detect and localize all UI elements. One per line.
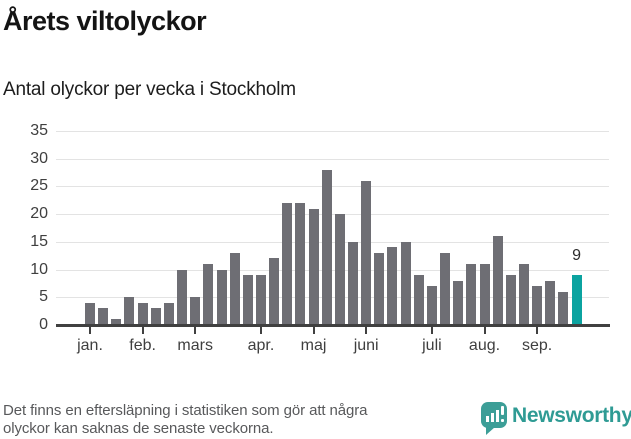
x-tick-aug (483, 327, 486, 334)
x-tick-jan (89, 327, 91, 334)
bar-week-27 (426, 286, 437, 325)
gridline-15 (56, 241, 609, 243)
bar-week-14 (255, 275, 266, 325)
bar-week-21 (348, 241, 358, 325)
x-tick-mars (194, 327, 197, 334)
gridline-30 (56, 158, 609, 160)
x-axis-label-jan: jan. (77, 337, 103, 354)
last-bar-value-label: 9 (572, 247, 581, 265)
y-axis-label-5: 5 (39, 288, 48, 306)
footnote-line-1: Det finns en eftersläpning i statistiken… (3, 402, 368, 419)
bar-week-13 (242, 275, 253, 325)
bar-week-1 (85, 302, 95, 325)
y-axis-label-30: 30 (30, 149, 48, 167)
newsworthy-logo-text: Newsworthy (512, 404, 631, 427)
y-axis-label-10: 10 (30, 260, 48, 278)
bar-week-9 (190, 297, 201, 325)
bar-week-25 (400, 241, 411, 325)
footnote-line-2: olyckor kan saknas de senaste veckorna. (3, 420, 274, 437)
x-tick-sep (536, 327, 539, 334)
chart-footnote: Det finns en eftersläpning i statistiken… (3, 402, 473, 438)
bar-week-3 (111, 319, 122, 325)
bar-week-5 (137, 302, 148, 325)
bar-week-38-highlighted (571, 275, 582, 325)
bar-week-30 (466, 264, 477, 325)
bar-week-12 (229, 252, 240, 325)
x-tick-apr (259, 327, 262, 334)
bar-week-18 (308, 208, 319, 325)
bar-week-28 (440, 252, 451, 325)
bar-week-20 (334, 214, 345, 325)
bar-week-24 (387, 247, 398, 325)
bar-week-19 (321, 169, 332, 325)
x-axis-label-apr: apr. (247, 337, 275, 354)
gridline-25 (56, 186, 609, 188)
x-tick-juli (430, 327, 433, 334)
bar-week-4 (124, 297, 135, 325)
gridline-35 (56, 131, 609, 132)
x-tick-maj (312, 327, 315, 334)
bar-week-29 (453, 280, 464, 325)
bar-week-33 (505, 275, 516, 325)
y-axis-label-25: 25 (30, 177, 48, 195)
bar-week-15 (269, 258, 280, 325)
bar-week-32 (492, 236, 503, 325)
y-axis-label-15: 15 (30, 232, 48, 250)
x-tick-juni (365, 327, 368, 334)
x-axis-label-juni: juni (353, 337, 379, 354)
bar-week-10 (203, 264, 214, 325)
bar-week-35 (532, 286, 543, 325)
x-axis-label-mars: mars (177, 337, 213, 354)
newsworthy-logo[interactable]: Newsworthy (481, 400, 631, 436)
y-axis-label-35: 35 (30, 122, 48, 139)
page-title: Årets viltolyckor (3, 6, 207, 36)
bar-week-37 (558, 291, 569, 325)
gridline-10 (56, 269, 609, 271)
chart-subtitle: Antal olyckor per vecka i Stockholm (3, 79, 296, 100)
bar-week-11 (216, 269, 227, 325)
x-axis-label-sep: sep. (521, 337, 553, 354)
gridline-5 (56, 297, 609, 299)
bar-week-2 (98, 308, 109, 325)
bar-week-6 (150, 308, 161, 325)
x-axis-label-aug: aug. (468, 337, 501, 354)
gridline-20 (56, 214, 609, 216)
bar-week-7 (163, 302, 174, 325)
x-axis-label-maj: maj (300, 337, 327, 354)
bar-week-16 (282, 203, 293, 325)
y-axis-label-0: 0 (39, 316, 48, 333)
x-axis-line (56, 324, 610, 327)
bar-week-8 (177, 269, 188, 325)
newsworthy-logo-icon (481, 402, 507, 428)
bar-week-23 (374, 252, 385, 325)
y-axis-label-20: 20 (30, 205, 48, 223)
x-axis-label-juli: juli (422, 337, 442, 354)
bar-week-22 (361, 180, 372, 325)
bar-week-26 (413, 275, 424, 325)
bar-week-36 (545, 280, 556, 325)
x-tick-feb (141, 327, 144, 334)
x-axis-label-feb: feb. (129, 337, 156, 354)
bar-week-34 (518, 264, 529, 325)
logo-bubble-tail (486, 427, 495, 435)
bar-week-17 (295, 203, 306, 325)
bar-week-31 (479, 264, 490, 325)
